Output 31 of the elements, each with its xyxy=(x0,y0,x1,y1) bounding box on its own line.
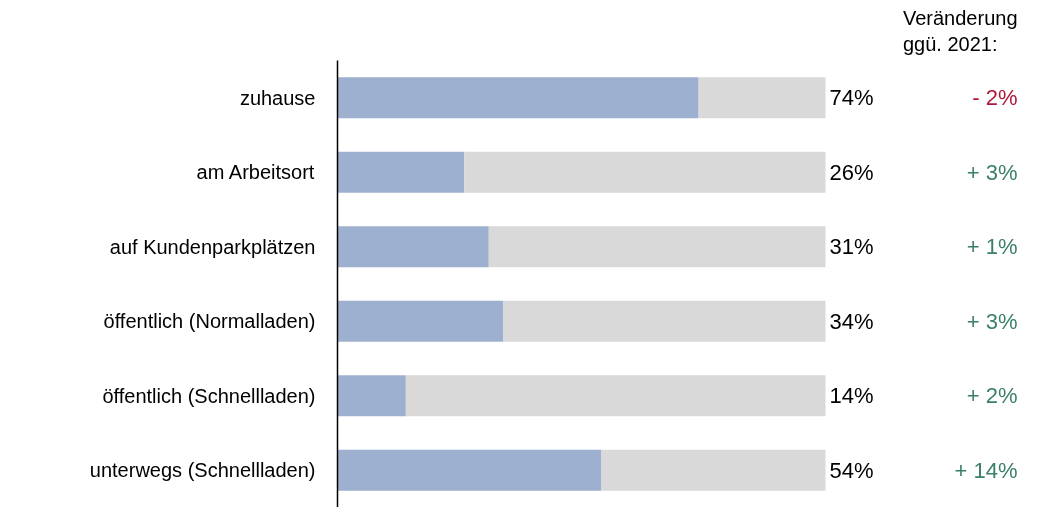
y-tick-label: unterwegs (Schnellladen) xyxy=(89,459,316,482)
y-tick-label: öffentlich (Schnellladen) xyxy=(102,384,316,407)
y-tick-label: am Arbeitsort xyxy=(196,161,315,184)
text: - 2% xyxy=(972,85,1018,111)
bar xyxy=(337,226,489,268)
data-label: 26% xyxy=(829,159,874,185)
bar xyxy=(337,449,602,491)
data-label: 31% xyxy=(829,234,874,260)
text: + 3% xyxy=(966,308,1018,334)
data-label: 14% xyxy=(829,383,874,409)
data-label: 74% xyxy=(829,85,874,111)
text: + 14% xyxy=(954,457,1018,483)
bar xyxy=(405,375,826,417)
y-tick-label: auf Kundenparkplätzen xyxy=(109,235,316,258)
text: + 1% xyxy=(966,234,1018,260)
bar xyxy=(698,77,826,119)
bar xyxy=(464,151,826,193)
text: Veränderung ggü. 2021: xyxy=(902,7,1018,56)
y-tick-label: öffentlich (Normalladen) xyxy=(103,310,316,333)
text: + 3% xyxy=(966,159,1018,185)
bar xyxy=(601,449,826,491)
bar xyxy=(337,300,504,342)
text: + 2% xyxy=(966,383,1018,409)
bar xyxy=(337,375,406,417)
bar xyxy=(503,300,826,342)
data-label: 54% xyxy=(829,457,874,483)
bar xyxy=(488,226,826,268)
y-tick-label: zuhause xyxy=(239,86,316,109)
data-label: 34% xyxy=(829,308,874,334)
bar xyxy=(337,77,699,119)
bar xyxy=(337,151,465,193)
